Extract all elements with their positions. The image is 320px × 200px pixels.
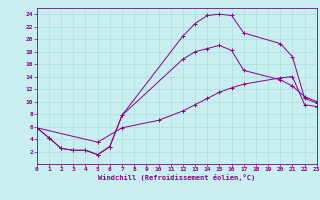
X-axis label: Windchill (Refroidissement éolien,°C): Windchill (Refroidissement éolien,°C)	[98, 174, 255, 181]
